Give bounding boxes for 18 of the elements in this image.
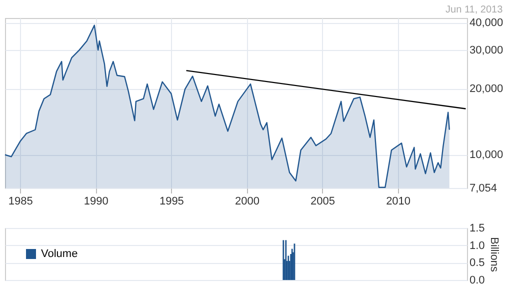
y-tick-label: 20,000 [470,83,504,96]
x-tick-label: 1990 [84,196,108,208]
y-tick-label: 7,054 [470,182,498,194]
text: Jun 11, 2013 [446,4,504,16]
y-axis-title: Billions [488,237,500,272]
y-tick-label: 10,000 [470,149,504,162]
y-tick-label: 40,000 [470,17,504,30]
x-tick-label: 1995 [159,196,184,208]
x-tick-label: 2005 [310,196,336,208]
y-tick-label: 30,000 [470,44,504,57]
y-tick-label: 0.0 [470,274,485,286]
x-tick-label: 2000 [234,196,260,208]
y-tick-label: 0.5 [470,257,485,270]
x-tick-label: 2010 [386,196,411,208]
y-tick-label: 1.5 [470,222,485,234]
y-tick-label: 1.0 [470,240,485,252]
legend-label: Volume [41,248,78,260]
x-tick-label: 1985 [8,196,33,208]
